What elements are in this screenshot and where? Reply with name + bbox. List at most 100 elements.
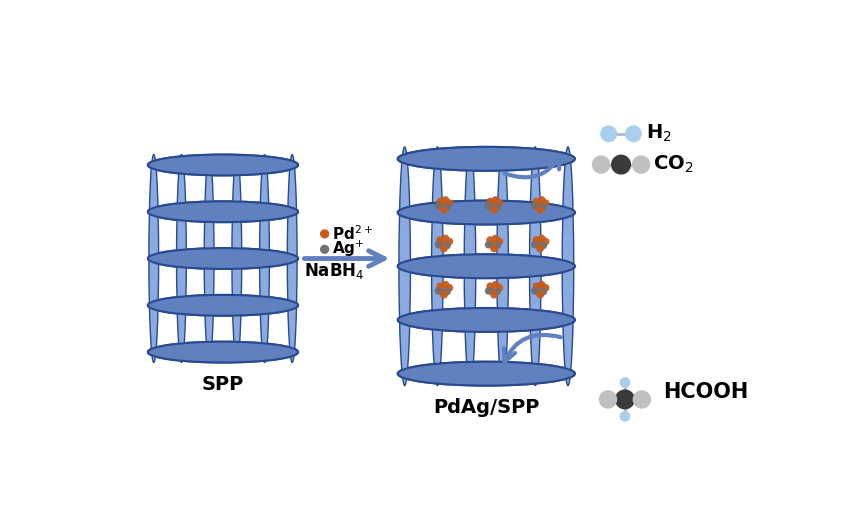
Circle shape [490,245,498,252]
Ellipse shape [148,155,298,175]
Circle shape [632,156,651,174]
Circle shape [534,202,542,210]
Ellipse shape [149,155,159,363]
Ellipse shape [398,254,575,278]
Circle shape [592,156,610,174]
Circle shape [438,241,445,249]
Circle shape [436,198,444,205]
Circle shape [443,203,451,211]
Ellipse shape [260,155,269,363]
Circle shape [445,238,453,245]
Ellipse shape [232,155,242,363]
Circle shape [533,198,540,205]
Circle shape [320,245,329,254]
Circle shape [485,287,492,295]
Circle shape [445,284,453,292]
Text: Ag$^{+}$: Ag$^{+}$ [333,239,365,260]
Text: H$_2$: H$_2$ [646,123,671,144]
Circle shape [434,202,442,210]
Circle shape [320,229,329,238]
Circle shape [534,241,542,249]
Circle shape [492,235,499,242]
Ellipse shape [398,308,575,332]
Text: Pd$^{2+}$: Pd$^{2+}$ [333,225,373,243]
Text: CO$_2$: CO$_2$ [653,154,693,175]
Circle shape [531,202,539,210]
Circle shape [486,236,494,244]
Circle shape [488,287,496,295]
Circle shape [493,242,501,249]
Circle shape [540,203,547,211]
Circle shape [485,202,492,210]
Ellipse shape [563,147,574,386]
Circle shape [531,241,539,249]
Circle shape [620,377,630,388]
Ellipse shape [398,308,575,332]
Circle shape [486,282,494,290]
Circle shape [438,202,445,210]
Text: PdAg/SPP: PdAg/SPP [433,398,540,417]
Ellipse shape [398,362,575,386]
Circle shape [533,236,540,244]
Text: SPP: SPP [202,374,244,393]
Circle shape [542,284,550,292]
Ellipse shape [399,147,410,386]
Ellipse shape [148,248,298,269]
Ellipse shape [148,341,298,363]
Ellipse shape [398,201,575,225]
Circle shape [493,203,501,211]
FancyArrowPatch shape [504,335,561,362]
Circle shape [536,206,544,214]
Ellipse shape [464,147,475,386]
Circle shape [442,281,450,288]
Circle shape [485,241,492,249]
Ellipse shape [148,201,298,222]
Ellipse shape [148,201,298,222]
Circle shape [442,196,450,204]
Circle shape [440,291,448,298]
Circle shape [542,199,550,207]
Text: NaBH$_4$: NaBH$_4$ [304,261,364,281]
Circle shape [490,291,498,298]
Circle shape [440,206,448,214]
Circle shape [488,202,496,210]
Ellipse shape [287,155,297,363]
Ellipse shape [398,254,575,278]
Ellipse shape [148,341,298,363]
Circle shape [436,282,444,290]
Ellipse shape [398,362,575,386]
Circle shape [538,235,545,242]
Circle shape [598,390,617,409]
Circle shape [496,199,504,207]
Ellipse shape [148,248,298,269]
Circle shape [493,288,501,295]
Ellipse shape [497,147,509,386]
Circle shape [434,241,442,249]
Circle shape [540,288,547,295]
Circle shape [538,281,545,288]
Ellipse shape [148,295,298,316]
Circle shape [443,288,451,295]
Circle shape [496,284,504,292]
Circle shape [438,287,445,295]
Text: HCOOH: HCOOH [663,382,749,402]
Ellipse shape [177,155,186,363]
Circle shape [492,281,499,288]
Circle shape [486,198,494,205]
Circle shape [633,390,652,409]
Circle shape [615,389,635,409]
Circle shape [611,155,631,175]
Ellipse shape [148,295,298,316]
Circle shape [600,125,617,142]
Circle shape [442,235,450,242]
Circle shape [445,199,453,207]
Circle shape [440,245,448,252]
Ellipse shape [432,147,443,386]
Ellipse shape [529,147,541,386]
Circle shape [538,196,545,204]
Circle shape [490,206,498,214]
Ellipse shape [398,147,575,171]
Circle shape [536,245,544,252]
Circle shape [531,287,539,295]
Circle shape [492,196,499,204]
